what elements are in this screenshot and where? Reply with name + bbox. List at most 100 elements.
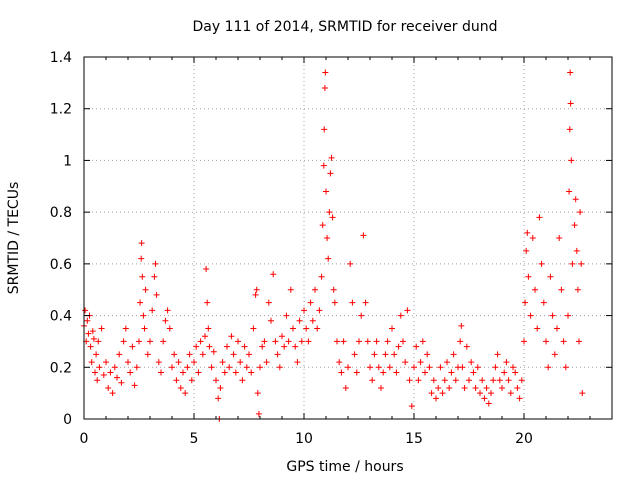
data-point <box>419 338 426 345</box>
data-point <box>576 338 582 345</box>
data-point <box>373 338 380 345</box>
data-point <box>327 170 334 177</box>
data-point <box>485 400 492 407</box>
data-point <box>206 343 213 350</box>
data-point <box>483 384 490 391</box>
data-point <box>94 377 101 384</box>
data-point <box>457 338 464 345</box>
data-point <box>188 377 195 384</box>
data-point <box>328 154 335 161</box>
data-point <box>565 312 571 319</box>
data-point <box>131 382 138 389</box>
x-tick-label: 15 <box>405 431 423 447</box>
data-point <box>347 260 354 267</box>
data-point <box>85 330 92 337</box>
data-point <box>318 273 325 280</box>
data-point <box>395 343 402 350</box>
data-point <box>111 364 118 371</box>
data-point <box>84 317 91 324</box>
data-point <box>472 384 479 391</box>
data-point <box>88 359 95 366</box>
data-point <box>578 260 585 267</box>
data-point <box>197 338 204 345</box>
data-point <box>169 364 175 371</box>
data-point <box>312 286 318 293</box>
data-point <box>137 299 144 306</box>
data-point <box>433 395 439 402</box>
data-point <box>217 384 224 391</box>
data-point <box>254 390 261 397</box>
data-point <box>133 364 140 371</box>
data-point <box>114 374 120 381</box>
data-point <box>294 359 301 366</box>
data-point <box>492 364 499 371</box>
data-point <box>371 351 378 358</box>
data-point <box>400 338 406 345</box>
data-point <box>92 369 98 376</box>
data-point <box>296 317 303 324</box>
data-point <box>496 377 503 384</box>
data-point <box>191 359 197 366</box>
data-point <box>213 377 219 384</box>
data-point <box>202 333 208 340</box>
data-point <box>274 351 281 358</box>
data-point <box>323 188 329 195</box>
data-point <box>314 325 321 332</box>
data-point <box>463 343 470 350</box>
data-markers <box>81 69 586 422</box>
data-point <box>228 333 235 340</box>
data-point <box>230 351 237 358</box>
data-point <box>171 351 178 358</box>
data-point <box>298 338 305 345</box>
data-point <box>362 299 369 306</box>
data-point <box>235 338 241 345</box>
data-point <box>164 307 171 314</box>
x-axis-title: GPS time / hours <box>286 459 403 475</box>
data-point <box>516 395 523 402</box>
data-point <box>393 369 400 376</box>
data-point <box>180 369 186 376</box>
data-point <box>479 377 486 384</box>
data-point <box>321 85 328 92</box>
data-point <box>173 377 180 384</box>
data-point <box>411 364 417 371</box>
y-tick-label: 0 <box>63 412 72 428</box>
y-tick-label: 0.6 <box>50 257 72 273</box>
data-point <box>474 364 481 371</box>
data-point <box>149 307 156 314</box>
data-point <box>448 369 455 376</box>
axis-ticks <box>83 56 613 420</box>
data-point <box>320 162 327 169</box>
x-tick-labels: 0 5 10 15 20 <box>80 431 533 447</box>
data-point <box>301 307 307 314</box>
data-point <box>139 273 146 280</box>
data-point <box>336 359 343 366</box>
data-point <box>461 384 468 391</box>
data-point <box>567 100 574 107</box>
data-point <box>364 338 371 345</box>
data-point <box>494 351 501 358</box>
data-point <box>566 126 573 133</box>
data-point <box>334 338 340 345</box>
data-point <box>384 338 391 345</box>
data-point <box>184 364 191 371</box>
data-point <box>224 343 230 350</box>
data-point <box>203 266 210 273</box>
data-point <box>270 271 277 278</box>
data-point <box>573 247 580 254</box>
data-point <box>569 260 576 267</box>
data-point <box>151 273 158 280</box>
data-point <box>303 325 310 332</box>
data-point <box>261 338 268 345</box>
data-point <box>96 364 103 371</box>
x-tick-label: 20 <box>515 431 533 447</box>
data-point <box>340 338 347 345</box>
data-point <box>89 328 96 335</box>
data-point <box>360 232 367 239</box>
data-point <box>566 188 573 195</box>
data-point <box>547 273 554 280</box>
data-point <box>330 286 337 293</box>
y-tick-label: 0.4 <box>50 309 72 325</box>
data-point <box>375 364 382 371</box>
data-point <box>568 157 575 164</box>
